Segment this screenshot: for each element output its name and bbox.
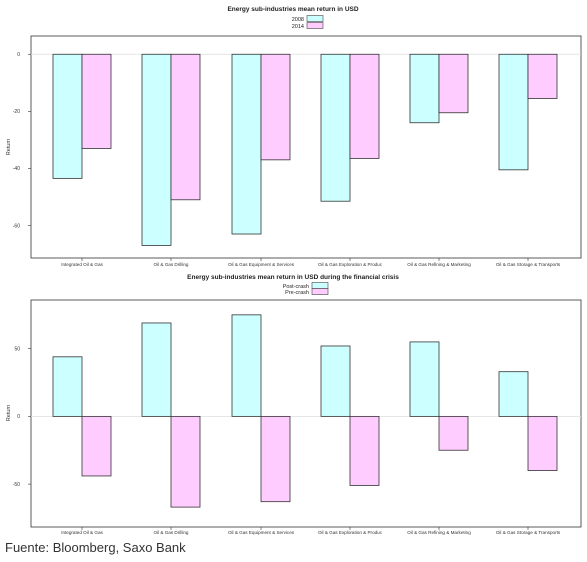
chart-title: Energy sub-industries mean return in USD… [187,274,399,281]
bar-2014 [81,53,112,149]
source-note: Fuente: Bloomberg, Saxo Bank [5,540,186,555]
category-label: Oil & Gas Exploration & Produc [318,530,383,535]
y-tick-label: -20 [13,109,20,115]
category-label: Oil & Gas Drilling [154,262,189,267]
y-tick-label: -50 [13,482,20,488]
bar-2014 [260,53,291,161]
bar-post-crash [320,345,351,417]
category-label: Integrated Oil & Gas [61,262,103,267]
category-label: Oil & Gas Equipment & Services [228,262,295,267]
bar-pre-crash [170,415,201,508]
category-label: Oil & Gas Storage & Transports [496,262,561,267]
bar-post-crash [409,341,440,417]
bar-2014 [527,53,558,99]
legend-label: 2014 [292,24,304,30]
category-label: Oil & Gas Refining & Marketing [407,530,471,535]
bar-2008 [52,53,83,179]
legend-label: Pre-crash [285,290,309,296]
bar-pre-crash [260,415,291,503]
bar-2014 [170,53,201,201]
bar-post-crash [141,322,172,417]
y-axis-label: Return [6,405,12,422]
bar-2008 [409,53,440,124]
chart-2: Energy sub-industries mean return in USD… [6,274,582,535]
chart-title: Energy sub-industries mean return in USD [227,6,358,13]
y-tick-label: 0 [17,414,20,420]
bar-2014 [438,53,469,114]
y-tick-label: -40 [13,166,20,172]
legend-label: 2008 [292,17,304,23]
plot-frame [30,299,582,528]
category-label: Oil & Gas Refining & Marketing [407,262,471,267]
chart-1: Energy sub-industries mean return in USD… [6,6,582,267]
bar-pre-crash [81,415,112,477]
legend-swatch [311,282,329,289]
legend-swatch [311,288,329,295]
y-tick-label: 50 [14,346,20,352]
category-label: Oil & Gas Equipment & Services [228,530,295,535]
y-axis-label: Return [6,139,12,156]
bar-2014 [349,53,380,159]
bar-pre-crash [349,415,380,486]
y-tick-label: 0 [17,52,20,58]
bar-post-crash [498,371,529,417]
category-label: Integrated Oil & Gas [61,530,103,535]
bar-2008 [231,53,262,235]
bar-2008 [498,53,529,171]
legend-label: Post-crash [283,284,309,290]
legend-swatch [306,15,324,22]
bar-2008 [320,53,351,202]
legend-swatch [306,22,324,29]
bar-pre-crash [438,415,469,451]
category-label: Oil & Gas Storage & Transports [496,530,561,535]
bar-post-crash [52,356,83,417]
plot-frame [30,35,582,259]
bar-pre-crash [527,415,558,471]
bar-2008 [141,53,172,246]
category-label: Oil & Gas Drilling [154,530,189,535]
bar-post-crash [231,314,262,417]
y-tick-label: -60 [13,223,20,229]
category-label: Oil & Gas Exploration & Produc [318,262,383,267]
